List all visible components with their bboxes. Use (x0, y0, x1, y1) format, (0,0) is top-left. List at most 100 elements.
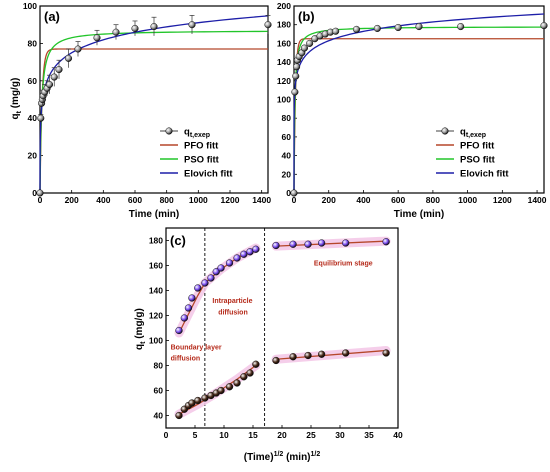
data-point (252, 360, 260, 368)
x-tick-label: 0 (38, 195, 43, 205)
legend-marker (441, 127, 449, 135)
y-axis-title-main: q (134, 344, 145, 350)
y-tick-label: 0 (32, 188, 37, 198)
x-axis-title-part: 1/2 (311, 451, 321, 458)
y-tick-label: 40 (28, 113, 38, 123)
data-point (291, 88, 299, 96)
data-point (240, 250, 248, 258)
data-point (317, 239, 326, 247)
data-point (382, 238, 390, 246)
y-tick-label: 200 (277, 1, 291, 11)
data-point (184, 304, 193, 312)
legend-label: PSO fitt (460, 155, 496, 166)
panel-b-chart: 0 200 400 600 800 1000 1200 1400 0 20 40 60 80 100 120… (277, 1, 548, 220)
x-tick-label: 10 (219, 430, 229, 440)
legend-label: qt,exep (460, 127, 486, 140)
data-point (36, 189, 44, 197)
stage-annotation: Intraparticle (212, 298, 252, 305)
data-point (194, 396, 202, 405)
data-point (180, 314, 188, 322)
data-point (212, 268, 220, 276)
y-tick-label: 140 (277, 57, 291, 67)
y-tick-label: 160 (149, 261, 163, 271)
x-tick-label: 0 (292, 195, 297, 205)
data-point (175, 411, 183, 420)
x-tick-label: 400 (356, 195, 370, 205)
data-point (93, 34, 101, 42)
data-point (45, 80, 54, 89)
panel-label: (b) (298, 9, 315, 24)
data-point (252, 245, 260, 253)
legend-label: Elovich fitt (460, 169, 509, 180)
data-point (304, 351, 312, 360)
panel-a-chart: 0 200 400 600 800 1000 1200 1400 0 20 40 60 80 100 Tim… (10, 1, 272, 220)
y-tick-label: 60 (282, 132, 292, 142)
data-point (272, 241, 280, 250)
y-axis-title-unit: (mg/g) (134, 308, 145, 341)
legend-label-sub: t,exep (466, 132, 486, 139)
y-tick-label: 20 (28, 151, 38, 161)
stage-annotation: Boundary layer (171, 344, 222, 351)
data-point (225, 259, 234, 267)
x-axis-title-part: (min) (283, 452, 310, 463)
fit-curve (39, 15, 269, 194)
y-tick-label: 120 (277, 76, 291, 86)
y-axis-title-sub: t (140, 341, 147, 344)
y-tick-label: 100 (23, 1, 37, 11)
data-point (293, 63, 301, 71)
data-point (175, 326, 183, 335)
data-point (50, 73, 58, 81)
data-point (233, 254, 241, 262)
x-tick-label: 1200 (221, 195, 240, 205)
y-tick-label: 160 (277, 38, 291, 48)
y-axis-title-sub: t (16, 110, 23, 113)
data-point (188, 294, 196, 302)
x-axis-title: (Time)1/2 (min)1/2 (244, 451, 321, 463)
data-point (272, 356, 280, 365)
data-point (207, 274, 215, 282)
data-point (64, 54, 73, 62)
y-tick-label: 180 (149, 236, 163, 246)
y-tick-label: 100 (277, 95, 291, 105)
data-point (217, 386, 225, 395)
y-tick-label: 120 (149, 311, 163, 321)
panel-label: (a) (44, 9, 60, 24)
data-point (55, 66, 63, 74)
x-tick-label: 1000 (458, 195, 477, 205)
data-point (225, 383, 234, 391)
data-point (290, 189, 298, 197)
y-axis-title-unit: (mg/g) (10, 78, 21, 111)
data-point (131, 24, 139, 32)
x-tick-label: 200 (65, 195, 79, 205)
stage-annotation: diffusion (218, 309, 248, 316)
x-tick-label: 1000 (189, 195, 208, 205)
data-point (540, 22, 548, 30)
x-tick-label: 800 (426, 195, 440, 205)
x-tick-label: 600 (128, 195, 142, 205)
x-tick-label: 400 (96, 195, 110, 205)
x-tick-label: 1400 (528, 195, 547, 205)
data-point (37, 114, 45, 122)
data-point (342, 239, 350, 247)
data-point (373, 24, 381, 32)
data-point (352, 25, 361, 33)
legend-label-main: q (460, 127, 466, 138)
legend-label: qt,exep (184, 127, 210, 140)
data-point (304, 240, 312, 248)
panel-c-chart: 0 5 10 15 20 25 30 35 40 40 60 80 100 120 140 160 180 (Ti… (134, 227, 403, 463)
legend-label: PFO fitt (460, 141, 495, 152)
data-point (415, 23, 423, 31)
data-point (240, 373, 248, 381)
data-point (394, 23, 402, 32)
data-point (289, 240, 297, 248)
data-point (246, 369, 254, 377)
data-point (300, 44, 308, 52)
x-tick-label: 1200 (493, 195, 512, 205)
x-tick-label: 25 (306, 430, 316, 440)
legend-label: Elovich fitt (184, 169, 233, 180)
fit-line (178, 247, 257, 334)
x-tick-label: 40 (393, 430, 403, 440)
x-tick-label: 35 (364, 430, 374, 440)
data-point (382, 349, 390, 357)
y-tick-label: 100 (149, 336, 163, 346)
